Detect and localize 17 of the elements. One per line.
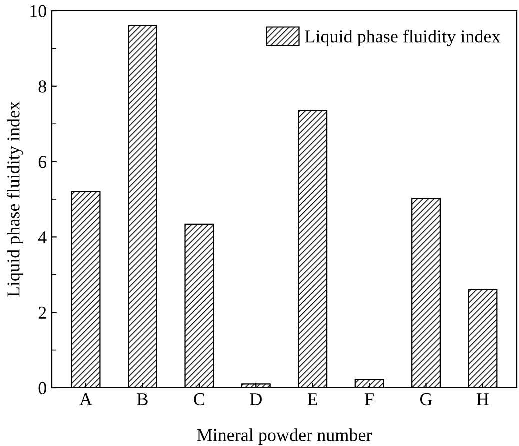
y-tick-label: 10 — [30, 5, 46, 18]
x-tick-label: A — [80, 393, 92, 406]
y-tick-label: 8 — [38, 80, 46, 93]
y-tick-label: 6 — [38, 156, 47, 168]
x-tick-label: B — [137, 394, 148, 406]
x-tick-label: F — [365, 394, 374, 406]
legend-label: Liquid phase fluidity index — [305, 30, 501, 46]
x-tick-label: E — [308, 394, 318, 406]
y-tick-label: 4 — [38, 232, 47, 244]
x-tick-label: C — [194, 393, 204, 406]
x-tick-label: H — [476, 394, 489, 406]
x-axis-title: Mineral powder number — [197, 428, 372, 446]
x-tick-label: D — [250, 394, 262, 406]
y-tick-label: 2 — [38, 306, 46, 319]
y-tick-label: 0 — [38, 382, 46, 394]
x-tick-label: G — [420, 393, 432, 406]
y-axis-title: Liquid phase fluidity index — [6, 102, 24, 298]
